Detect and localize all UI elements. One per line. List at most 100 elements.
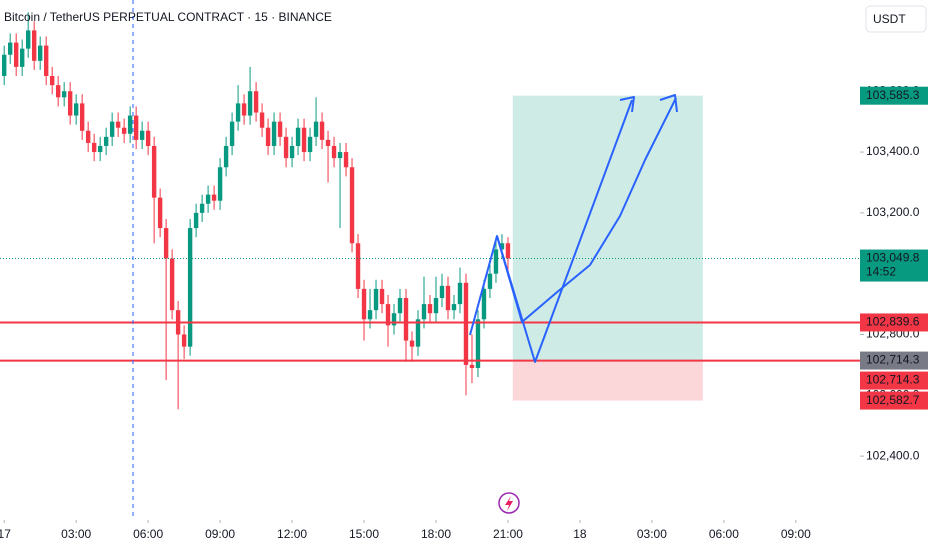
candle-body	[289, 145, 295, 159]
x-tick-label: 06:00	[133, 527, 163, 541]
price-label-bg	[860, 371, 928, 390]
candle-body	[55, 85, 61, 98]
candle-body	[295, 127, 301, 146]
candle-body	[325, 139, 331, 146]
candle-body	[19, 48, 25, 67]
candle-body	[439, 285, 445, 299]
candle-body	[229, 121, 235, 146]
candle-body	[457, 282, 463, 305]
price-label-bg	[860, 249, 928, 282]
candle-body	[139, 130, 145, 140]
candle-body	[103, 136, 109, 146]
candle-body	[187, 228, 193, 347]
candle-body	[283, 136, 289, 159]
x-tick-label: 17	[0, 527, 11, 541]
price-label: 102,582.7	[866, 393, 920, 407]
candle-body	[157, 197, 163, 229]
projection-line	[496, 99, 633, 363]
candle-body	[199, 203, 205, 213]
currency[interactable]: USDT	[873, 12, 906, 26]
drawings	[469, 94, 678, 363]
countdown: 14:52	[866, 265, 896, 279]
candle-body	[13, 42, 19, 67]
plot	[0, 12, 860, 523]
candle-body	[379, 288, 385, 305]
x-tick-label: 03:00	[637, 527, 667, 541]
price-label-bg	[860, 391, 928, 410]
candle-body	[301, 127, 307, 153]
candle-body	[235, 103, 241, 122]
candle-body	[277, 121, 283, 137]
chart-title: Bitcoin / TetherUS PERPETUAL CONTRACT · …	[4, 10, 332, 24]
candle-body	[259, 112, 265, 128]
candle-body	[145, 130, 151, 146]
candle-body	[361, 288, 367, 320]
candle-body	[433, 298, 439, 314]
x-tick-label: 21:00	[493, 527, 523, 541]
candle-body	[349, 167, 355, 244]
candle-body	[265, 127, 271, 146]
candle-body	[115, 121, 121, 128]
candle-body	[97, 145, 103, 153]
candle-body	[151, 145, 157, 198]
candle-body	[43, 45, 49, 77]
candle-body	[499, 243, 505, 250]
y-tick-label: 103,200.0	[866, 205, 920, 219]
candle-body	[133, 115, 139, 140]
candle-body	[475, 319, 481, 368]
candle-body	[223, 145, 229, 168]
candle-body	[211, 194, 217, 201]
x-tick-label: 18:00	[421, 527, 451, 541]
alert-icon[interactable]	[498, 492, 520, 514]
candle-body	[445, 285, 451, 311]
candle-body	[91, 142, 97, 153]
price-label-bg	[860, 86, 928, 105]
candle-body	[169, 258, 175, 311]
candle-body	[67, 91, 73, 116]
candle-body	[307, 136, 313, 153]
candle-body	[505, 243, 511, 259]
candle-body	[121, 127, 127, 134]
candle-body	[241, 103, 247, 116]
candle-body	[469, 364, 475, 368]
candle-body	[109, 121, 115, 137]
price-label: 102,714.3	[866, 353, 920, 367]
profit-zone	[512, 95, 703, 361]
candle-body	[331, 145, 337, 159]
candle-body	[193, 212, 199, 229]
candle-body	[7, 42, 13, 55]
candle-body	[427, 304, 433, 314]
candle-body	[463, 282, 469, 365]
price-label: 102,714.3	[866, 373, 920, 387]
candle-body	[85, 130, 91, 143]
candle-body	[37, 45, 43, 61]
price-label: 103,049.8	[866, 251, 920, 265]
candle-body	[343, 152, 349, 168]
candle-body	[487, 273, 493, 289]
candle-body	[49, 76, 55, 86]
candle-body	[421, 304, 427, 320]
candle-body	[403, 298, 409, 341]
candle-body	[31, 30, 37, 61]
alert-bolt[interactable]	[505, 496, 513, 511]
x-tick-label: 12:00	[277, 527, 307, 541]
candle-body	[481, 288, 487, 320]
candle-body	[493, 249, 499, 274]
candle-body	[205, 194, 211, 204]
candle-body	[163, 228, 169, 259]
candle-body	[319, 121, 325, 140]
x-tick-label: 03:00	[61, 527, 91, 541]
candle-body	[79, 103, 85, 131]
candle-body	[451, 304, 457, 311]
x-tick-label: 18	[573, 527, 587, 541]
candle-body	[25, 30, 31, 49]
price-label: 103,585.3	[866, 88, 920, 102]
candle-body	[61, 91, 67, 98]
candle-body	[253, 91, 259, 113]
y-tick-label: 103,400.0	[866, 144, 920, 158]
candle-body	[73, 103, 79, 116]
loss-zone	[512, 360, 703, 401]
price-label-bg	[860, 351, 928, 370]
candle-body	[373, 288, 379, 311]
currency-button[interactable]	[865, 5, 927, 33]
